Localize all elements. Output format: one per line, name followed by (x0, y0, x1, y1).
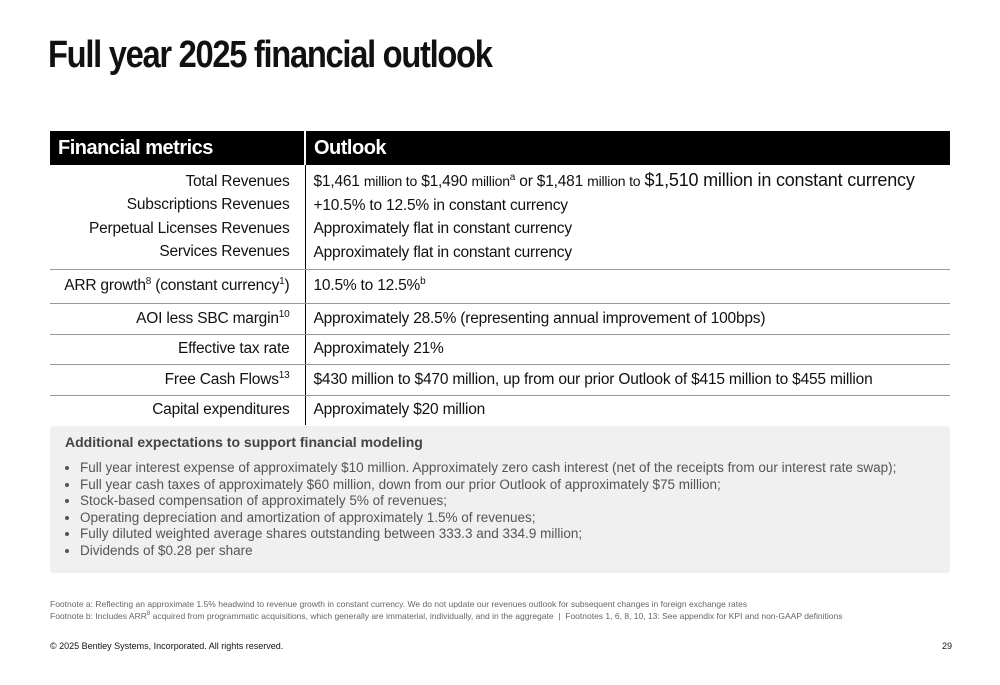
text: $1,481 (536, 173, 583, 191)
additional-box: Additional expectations to support finan… (50, 426, 950, 573)
metric-cell: ARR growth8 (constant currency1) (50, 269, 306, 304)
outlook-table: Financial metrics Outlook Total Revenues… (50, 131, 950, 425)
text: $1,510 million in constant currency (644, 170, 915, 191)
outlook-line: $1,461 million to $1,490 milliona or $1,… (314, 169, 943, 194)
outlook-cell: Approximately 21% (305, 334, 950, 365)
page-number: 29 (941, 641, 952, 651)
outlook-cell: $1,461 million to $1,490 milliona or $1,… (305, 165, 950, 270)
text: million to (363, 173, 418, 190)
footnote-mark: 8 (146, 611, 151, 618)
outlook-cell: Approximately $20 million (313, 401, 486, 419)
footnote-mark: 13 (278, 369, 290, 381)
text: million to (587, 173, 641, 190)
bullet: Full year interest expense of approximat… (80, 460, 896, 477)
bullet-list: Full year interest expense of approximat… (65, 460, 896, 559)
text: $1,461 (313, 173, 360, 191)
text: or (519, 173, 533, 191)
row: Capital expenditures Approximately $20 m… (50, 395, 950, 425)
header-row: Financial metrics Outlook (50, 131, 950, 165)
footnote-mark: 10 (278, 308, 290, 320)
text: Footnote b: Includes ARR (50, 611, 147, 621)
text: acquired from programmatic acquisitions,… (152, 611, 554, 621)
footnote-mark: 8 (145, 275, 152, 287)
slide-title: Full year 2025 financial outlook (48, 34, 493, 76)
metric: Services Revenues (159, 243, 290, 261)
bullet: Fully diluted weighted average shares ou… (80, 526, 896, 543)
text: AOI less SBC margin (136, 309, 279, 327)
row: AOI less SBC margin10 Approximately 28.5… (50, 303, 950, 335)
bullet: Full year cash taxes of approximately $6… (80, 477, 896, 494)
outlook-line: Approximately flat in constant currency (313, 220, 573, 238)
row: ARR growth8 (constant currency1) 10.5% t… (50, 269, 950, 304)
text: Free Cash Flows (164, 370, 279, 388)
footnote: Footnote a: Reflecting an approximate 1.… (50, 599, 748, 609)
outlook-cell: 10.5% to 12.5%b (305, 269, 950, 304)
text: million (471, 173, 510, 190)
text: Footnotes 1, 6, 8, 10, 13: See appendix … (565, 611, 843, 621)
box-title: Additional expectations to support finan… (65, 434, 423, 450)
header-cell: Outlook (305, 131, 950, 165)
metric-cell: Capital expenditures (50, 395, 306, 425)
copyright: © 2025 Bentley Systems, Incorporated. Al… (50, 641, 284, 651)
header-cell: Financial metrics (50, 131, 306, 165)
metric: Total Revenues (185, 172, 290, 190)
outlook-line: +10.5% to 12.5% in constant currency (313, 196, 569, 214)
metric-cell: Total Revenues Subscriptions Revenues Pe… (50, 165, 306, 270)
footnote-mark: b (420, 275, 426, 287)
metric: Subscriptions Revenues (126, 196, 290, 214)
text: ) (284, 277, 290, 294)
metric-cell: AOI less SBC margin10 (50, 303, 306, 335)
row: Effective tax rate Approximately 21% (50, 334, 950, 365)
bullet: Stock-based compensation of approximatel… (80, 493, 896, 510)
row: Total Revenues Subscriptions Revenues Pe… (50, 165, 950, 270)
bullet: Operating depreciation and amortization … (80, 510, 896, 527)
outlook-cell: Approximately 28.5% (representing annual… (305, 303, 950, 335)
metric-cell: Effective tax rate (50, 334, 306, 365)
footnote: Footnote b: Includes ARR8 acquired from … (50, 611, 842, 621)
outlook-line: Approximately flat in constant currency (313, 243, 573, 261)
outlook-cell: $430 million to $470 million, up from ou… (305, 364, 950, 396)
text: 10.5% to 12.5% (313, 277, 421, 294)
bullet: Dividends of $0.28 per share (80, 543, 896, 560)
footnote-mark: 1 (279, 275, 285, 287)
text: $1,490 (421, 173, 468, 191)
text: (constant currency (155, 277, 280, 294)
row: Free Cash Flows13 $430 million to $470 m… (50, 364, 950, 396)
metric: Perpetual Licenses Revenues (88, 219, 290, 237)
footnote-mark: a (509, 172, 516, 184)
separator: | (558, 611, 561, 621)
text: ARR growth (64, 277, 146, 294)
metric-cell: Free Cash Flows13 (50, 364, 306, 396)
